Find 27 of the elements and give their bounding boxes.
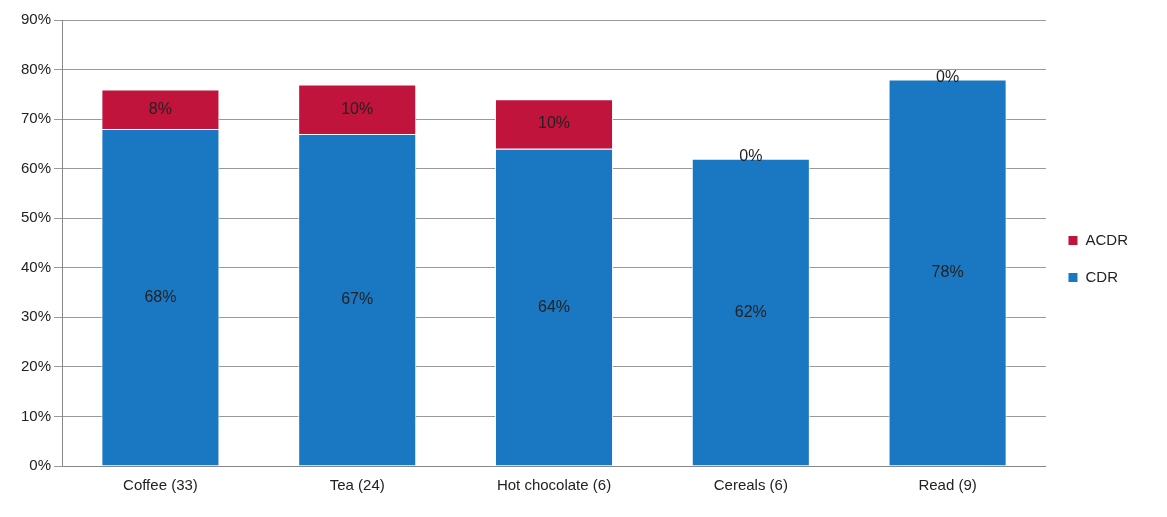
- data-label: 0%: [739, 147, 763, 165]
- x-tick-label: Tea (24): [329, 476, 385, 494]
- y-tick-label: 10%: [20, 406, 52, 424]
- data-label: 68%: [144, 287, 177, 305]
- x-tick-label: Read (9): [918, 476, 977, 494]
- data-label: 62%: [734, 302, 767, 320]
- legend-label: ACDR: [1085, 230, 1129, 248]
- x-tick-label: Coffee (33): [123, 476, 198, 494]
- data-label: 64%: [537, 297, 571, 315]
- data-label: 10%: [341, 99, 374, 117]
- y-tick-label: 40%: [20, 257, 52, 275]
- y-tick-label: 60%: [20, 158, 52, 176]
- y-tick-label: 50%: [20, 208, 52, 226]
- y-tick-label: 90%: [20, 10, 52, 28]
- data-label: 8%: [148, 99, 172, 117]
- data-label: 67%: [341, 290, 374, 308]
- y-tick-label: 70%: [20, 109, 52, 127]
- y-tick-label: 0%: [29, 456, 52, 474]
- data-label: 0%: [936, 67, 960, 85]
- data-label: 10%: [537, 114, 571, 132]
- y-tick-label: 30%: [20, 307, 52, 325]
- legend-label: CDR: [1085, 267, 1119, 285]
- x-tick-label: Cereals (6): [713, 476, 788, 494]
- y-tick-label: 20%: [20, 357, 52, 375]
- data-label: 78%: [931, 262, 964, 280]
- x-tick-label: Hot chocolate (6): [496, 476, 612, 494]
- y-tick-label: 80%: [20, 59, 52, 77]
